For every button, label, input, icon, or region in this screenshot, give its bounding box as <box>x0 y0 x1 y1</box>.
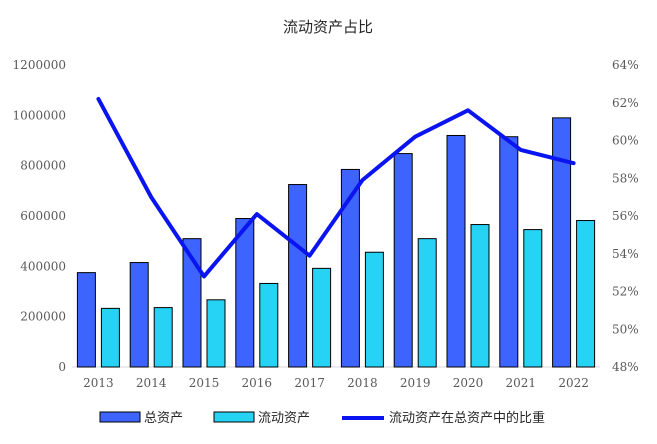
bars-layer <box>76 117 596 368</box>
bar-current-assets <box>523 229 543 368</box>
bar-total-assets <box>393 153 413 368</box>
x-axis: 2013 2014 2015 2016 2017 2018 2019 2020 2021 2022 <box>83 376 589 390</box>
bar-current-assets <box>417 238 437 368</box>
bar-total-assets <box>288 184 308 368</box>
y-right-tick-label: 50% <box>612 322 639 336</box>
y-right-tick-label: 60% <box>612 134 639 148</box>
x-tick-label: 2016 <box>242 376 273 390</box>
y-left-tick-label: 200000 <box>20 310 66 324</box>
y-right-tick-label: 52% <box>612 285 639 299</box>
y-left-axis: 0 200000 400000 600000 800000 1000000 1200000 <box>13 58 66 374</box>
bar-current-assets <box>100 307 120 368</box>
x-tick-label: 2019 <box>400 376 431 390</box>
y-left-tick-label: 400000 <box>20 259 66 273</box>
bar-current-assets <box>206 299 226 368</box>
bar-total-assets <box>446 134 466 368</box>
x-tick-label: 2013 <box>83 376 114 390</box>
legend: 总资产 流动资产 流动资产在总资产中的比重 <box>99 410 545 426</box>
bar-total-assets <box>235 218 255 368</box>
x-tick-label: 2021 <box>506 376 537 390</box>
bar-total-assets <box>76 272 96 368</box>
bar-current-assets <box>470 224 490 368</box>
y-left-tick-label: 0 <box>58 360 66 374</box>
y-right-tick-label: 54% <box>612 247 639 261</box>
x-tick-label: 2017 <box>294 376 325 390</box>
y-right-tick-label: 56% <box>612 209 639 223</box>
bar-current-assets <box>576 220 596 368</box>
y-right-tick-label: 58% <box>612 171 639 185</box>
y-right-tick-label: 64% <box>612 58 639 72</box>
legend-label-ratio: 流动资产在总资产中的比重 <box>389 410 545 426</box>
y-right-tick-label: 62% <box>612 96 639 110</box>
bar-total-assets <box>340 168 360 368</box>
y-left-tick-label: 600000 <box>20 209 66 223</box>
chart-title: 流动资产占比 <box>283 18 373 36</box>
x-tick-label: 2020 <box>453 376 484 390</box>
line-current-asset-ratio <box>96 96 576 279</box>
bar-total-assets <box>499 136 519 368</box>
x-tick-label: 2015 <box>189 376 220 390</box>
x-tick-label: 2022 <box>558 376 589 390</box>
bar-total-assets <box>182 238 202 368</box>
y-left-tick-label: 800000 <box>20 159 66 173</box>
bar-current-assets <box>364 251 384 368</box>
x-tick-label: 2014 <box>136 376 167 390</box>
y-left-tick-label: 1200000 <box>13 58 66 72</box>
bar-current-assets <box>312 267 332 368</box>
legend-label-current-assets: 流动资产 <box>258 411 310 426</box>
legend-label-total-assets: 总资产 <box>144 411 183 426</box>
line-layer <box>96 96 576 279</box>
y-left-tick-label: 1000000 <box>13 108 66 122</box>
x-tick-label: 2018 <box>347 376 378 390</box>
bar-current-assets <box>153 307 173 368</box>
legend-swatch-current-assets <box>213 411 255 423</box>
y-right-tick-label: 48% <box>612 360 639 374</box>
bar-total-assets <box>129 262 149 368</box>
bar-total-assets <box>552 117 572 368</box>
legend-swatch-total-assets <box>99 411 141 423</box>
y-right-axis: 48% 50% 52% 54% 56% 58% 60% 62% 64% <box>612 58 639 374</box>
bar-current-assets <box>259 282 279 368</box>
